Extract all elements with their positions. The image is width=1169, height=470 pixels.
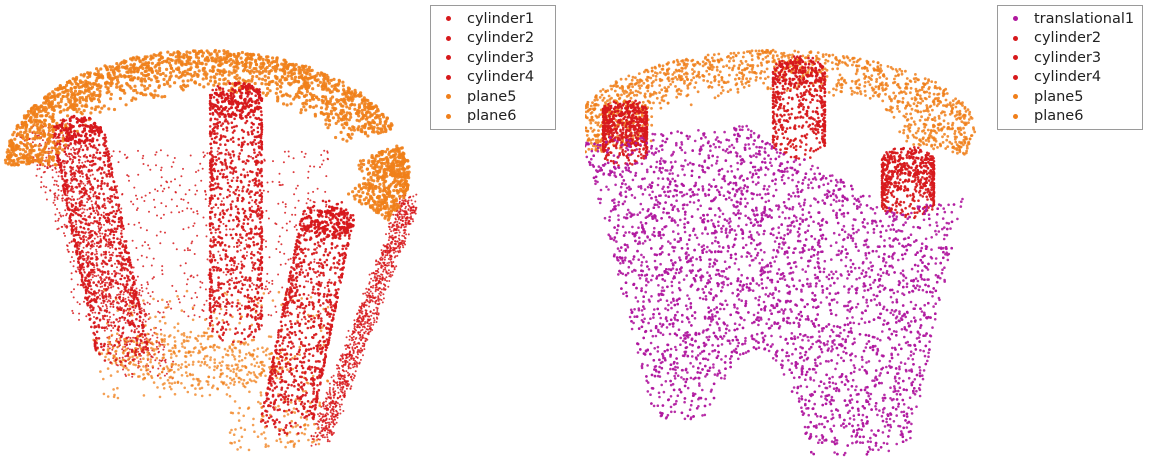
- cap-cylinder3: [773, 56, 825, 88]
- series-cylinder4-points: [15, 118, 418, 447]
- legend-label: plane6: [467, 108, 517, 125]
- series-cylinder1-points: [51, 117, 149, 364]
- legend-marker: [1013, 94, 1018, 100]
- legend-label: cylinder4: [467, 69, 535, 86]
- left-scatter-panel: cylinder1 cylinder2 cylinder3 cylinder4 plan…: [3, 5, 556, 452]
- legend-marker: [1013, 16, 1018, 22]
- legend-marker: [1013, 55, 1018, 61]
- legend-entry: cylinder3: [437, 48, 547, 68]
- right-scatter-panel: translational1 cylinder2 cylinder3 cylinder…: [585, 0, 1169, 470]
- legend-entry: plane6: [1004, 107, 1134, 127]
- legend-marker: [446, 94, 451, 100]
- legend-marker: [446, 113, 451, 119]
- legend-label: cylinder2: [1034, 30, 1102, 47]
- series-plane5-points: [3, 48, 411, 222]
- legend-label: cylinder4: [1034, 69, 1102, 86]
- legend-entry: plane6: [437, 107, 547, 127]
- cap-cylinder2: [209, 81, 263, 119]
- legend-label: plane5: [1034, 88, 1084, 105]
- legend-label: translational1: [1034, 10, 1135, 27]
- cap-cylinder3: [301, 205, 355, 238]
- legend-entry: cylinder2: [1004, 29, 1134, 49]
- legend-entry: cylinder3: [1004, 48, 1134, 68]
- legend-label: cylinder1: [467, 10, 535, 27]
- legend-marker: [446, 16, 451, 22]
- legend-label: cylinder3: [1034, 49, 1102, 66]
- legend-entry: cylinder1: [437, 9, 547, 29]
- legend-label: plane6: [1034, 108, 1084, 125]
- legend-entry: cylinder4: [437, 68, 547, 88]
- left-legend: cylinder1 cylinder2 cylinder3 cylinder4 plan…: [430, 5, 556, 130]
- legend-marker: [446, 55, 451, 61]
- right-legend: translational1 cylinder2 cylinder3 cylinder…: [997, 5, 1143, 130]
- legend-entry: plane5: [437, 87, 547, 107]
- legend-entry: plane5: [1004, 87, 1134, 107]
- legend-label: cylinder3: [467, 49, 535, 66]
- legend-entry: cylinder4: [1004, 68, 1134, 88]
- legend-marker: [446, 74, 451, 80]
- legend-label: cylinder2: [467, 30, 535, 47]
- legend-entry: translational1: [1004, 9, 1134, 29]
- right-point-cloud: [585, 48, 977, 457]
- series-cylinder3-points: [259, 199, 355, 436]
- legend-marker: [1013, 113, 1018, 119]
- legend-entry: cylinder2: [437, 29, 547, 49]
- cap-cylinder4: [881, 146, 935, 177]
- cap-cylinder1: [53, 114, 103, 145]
- series-cylinder2-points: [208, 83, 264, 344]
- legend-label: plane5: [467, 88, 517, 105]
- cap-cylinder2: [602, 101, 647, 126]
- left-point-cloud: [3, 48, 418, 452]
- legend-marker: [446, 35, 451, 41]
- series-translational1-points: [585, 124, 964, 457]
- legend-marker: [1013, 35, 1018, 41]
- legend-marker: [1013, 74, 1018, 80]
